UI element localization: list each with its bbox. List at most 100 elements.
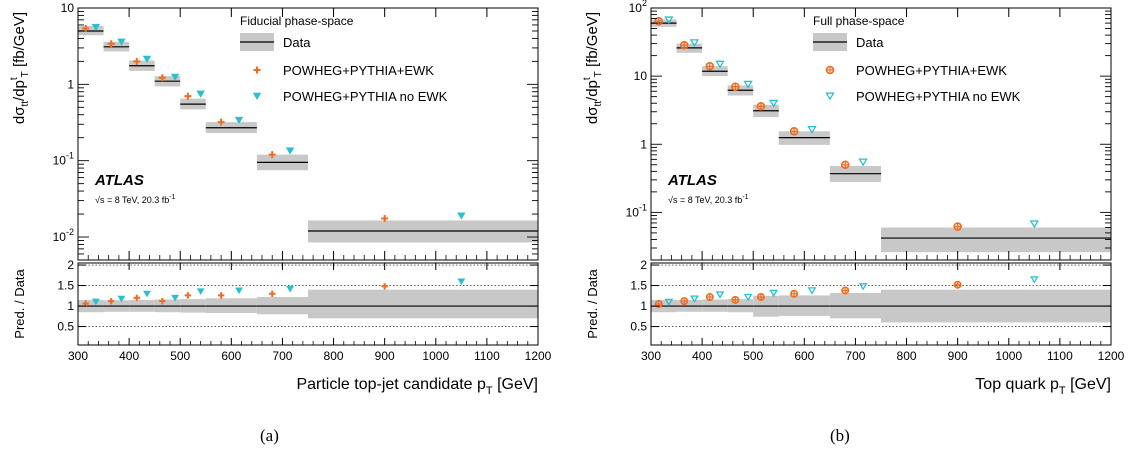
pa-main-frame <box>77 7 539 261</box>
pa-ytick-label-0: 10-2 <box>53 227 74 244</box>
pa-phase-space-label: Fiducial phase-space <box>240 14 354 28</box>
pa-noewk-point-2-tri <box>142 55 152 63</box>
pb-noewk-point-6-tri <box>858 158 868 167</box>
pa-ratio-noewk-point-7-tri <box>457 278 466 286</box>
pa-ratio-ylabel: Pred. / Data <box>12 269 27 339</box>
pa-xtick-label-6: 900 <box>375 349 395 363</box>
pb-ratio-ewk-point-4 <box>756 293 765 302</box>
pb-ratio-ewk-point-2 <box>705 293 714 302</box>
pb-ytick-label-1: 1 <box>640 137 647 151</box>
pa-rtick-label-3: 2 <box>67 258 74 272</box>
panel-label-a: (a) <box>260 426 279 445</box>
pa-xtick-label-7: 1000 <box>422 349 449 363</box>
pb-ewk-point-3 <box>731 82 740 91</box>
pa-xtick-label-0: 300 <box>68 349 88 363</box>
pa-ratio-noewk-point-3-tri <box>171 294 180 302</box>
pb-noewk-point-3 <box>743 80 753 89</box>
pb-ytick-label-0: 10-1 <box>626 202 647 219</box>
pa-xlabel: Particle top-jet candidate pT [GeV] <box>296 376 538 397</box>
pa-ratio-noewk-point-1-tri <box>117 295 126 303</box>
pb-ratio-noewk-point-0 <box>664 298 674 307</box>
pb-noewk-point-0-tri <box>664 16 674 25</box>
pb-noewk-point-1 <box>689 39 700 48</box>
pb-noewk-point-4 <box>769 99 779 108</box>
pb-legend-ewk-marker <box>825 65 835 75</box>
pa-ratio-ewk-point-1 <box>108 297 115 305</box>
pb-noewk-point-2 <box>715 60 725 69</box>
pa-noewk-point-1 <box>117 38 126 46</box>
pb-ewk-point-7 <box>953 222 962 231</box>
pa-ytick-label-1: 10-1 <box>53 151 74 168</box>
pb-ratio-noewk-point-5-tri <box>807 287 817 295</box>
pa-noewk-point-5 <box>234 116 244 125</box>
pb-xtick-label-4: 700 <box>845 349 865 363</box>
pb-xtick-label-3: 600 <box>794 349 814 363</box>
pb-ratio-ewk-point-5 <box>790 289 799 298</box>
pb-ratio-ewk-point-3 <box>731 295 740 304</box>
pa-ratio-noewk-point-5 <box>235 287 243 295</box>
pb-ewk-point-5 <box>789 126 799 136</box>
pa-noewk-point-7 <box>457 212 466 220</box>
pb-ratio-noewk-point-7 <box>1029 276 1039 284</box>
pa-noewk-point-3 <box>170 73 180 81</box>
pb-rtick-label-2: 1.5 <box>630 279 647 293</box>
pa-ewk-point-4 <box>184 92 192 100</box>
pb-ratio-noewk-point-5 <box>807 287 817 295</box>
pb-ylabel: dσtt/dptT [fb/GeV] <box>582 12 604 124</box>
pa-ewk-point-6 <box>268 151 276 159</box>
pa-ratio-noewk-point-1 <box>117 295 126 303</box>
pa-noewk-point-0 <box>91 24 101 32</box>
pa-ewk-point-0 <box>82 24 90 32</box>
pa-ratio-noewk-point-3 <box>171 294 180 302</box>
pb-xtick-label-8: 1100 <box>1047 349 1073 363</box>
pb-noewk-point-1-tri <box>689 39 700 48</box>
panel-label-b: (b) <box>830 426 850 445</box>
pb-noewk-point-2-tri <box>715 60 725 69</box>
pa-rtick-label-2: 1.5 <box>57 279 74 293</box>
pa-ratio-noewk-point-5-tri <box>235 287 243 295</box>
pa-ratio-noewk-point-2-tri <box>143 290 151 298</box>
pa-noewk-point-3-tri <box>170 73 180 81</box>
pa-legend-noewk-marker-tri <box>252 92 262 100</box>
pb-ratio-noewk-point-1-tri <box>690 295 699 303</box>
pa-xtick-label-1: 400 <box>119 349 139 363</box>
pb-ratio-ewk-point-1 <box>680 297 689 306</box>
pb-ratio-noewk-point-0-tri <box>664 298 674 307</box>
pa-noewk-point-4-tri <box>196 90 205 98</box>
pb-noewk-point-3-tri <box>743 80 753 89</box>
pb-noewk-point-4-tri <box>769 99 779 108</box>
pa-ratio-frame <box>77 262 539 346</box>
pa-noewk-point-1-tri <box>117 38 126 46</box>
pb-legend-data-label: Data <box>856 35 884 50</box>
pb-ratio-noewk-point-4 <box>769 289 779 298</box>
pb-ratio-noewk-point-2 <box>715 291 725 299</box>
pa-ratio-band-7 <box>308 289 538 319</box>
pb-xtick-label-2: 500 <box>743 349 763 363</box>
pa-rtick-label-0: 0.5 <box>57 320 74 334</box>
pa-legend-ewk-marker <box>253 66 261 74</box>
pa-xtick-label-9: 1200 <box>525 349 552 363</box>
pb-legend-noewk-label: POWHEG+PYTHIA no EWK <box>856 89 1021 104</box>
pa-noewk-point-7-tri <box>457 212 466 220</box>
pb-ratio-ylabel: Pred. / Data <box>585 269 600 339</box>
pb-legend-noewk-marker-tri <box>825 92 835 101</box>
pb-ewk-point-0 <box>654 16 663 26</box>
pb-noewk-point-0 <box>664 16 674 25</box>
pa-experiment-label: ATLAS <box>94 172 144 189</box>
pa-energy-label: √s = 8 TeV, 20.3 fb-1 <box>95 194 176 205</box>
pa-ewk-point-2 <box>133 57 141 65</box>
pa-ratio-ewk-point-2 <box>133 294 140 302</box>
pa-legend-data-label: Data <box>283 35 311 50</box>
pa-xtick-label-8: 1100 <box>474 349 500 363</box>
pb-experiment-label: ATLAS <box>667 172 717 189</box>
pa-ratio-noewk-point-6-tri <box>286 285 295 293</box>
pb-ratio-noewk-point-7-tri <box>1029 276 1039 284</box>
pb-legend-noewk-marker <box>825 92 835 101</box>
pb-ytick-label-2: 10 <box>634 69 648 83</box>
pb-noewk-point-5-tri <box>807 125 817 134</box>
pb-rtick-label-1: 1 <box>640 299 647 313</box>
pb-noewk-point-6 <box>858 158 868 167</box>
pa-ratio-noewk-point-4 <box>196 288 205 295</box>
pa-ratio-noewk-point-0-tri <box>91 298 100 306</box>
pb-xtick-label-5: 800 <box>897 349 917 363</box>
